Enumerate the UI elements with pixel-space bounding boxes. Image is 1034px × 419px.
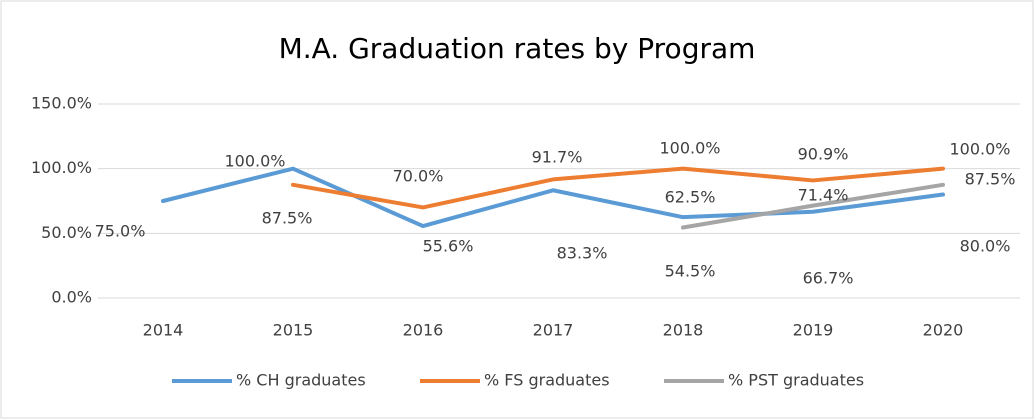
x-tick-label: 2019 (793, 321, 834, 340)
chart-title: M.A. Graduation rates by Program (279, 32, 756, 65)
data-label: 71.4% (798, 186, 849, 205)
data-label: 54.5% (665, 262, 716, 281)
series-line (161, 166, 945, 229)
x-tick-label: 2018 (663, 321, 704, 340)
data-label: 75.0% (95, 222, 146, 241)
legend-label: % CH graduates (236, 371, 366, 390)
y-tick-label: 150.0% (31, 94, 92, 113)
data-label: 100.0% (224, 152, 285, 171)
data-label: 87.5% (965, 170, 1016, 189)
x-tick-label: 2014 (143, 321, 184, 340)
data-label: 70.0% (393, 167, 444, 186)
data-label: 66.7% (803, 269, 854, 288)
legend-label: % FS graduates (484, 371, 610, 390)
x-tick-label: 2017 (533, 321, 574, 340)
data-label: 83.3% (557, 244, 608, 263)
x-tick-label: 2016 (403, 321, 444, 340)
series-line (681, 182, 945, 230)
x-tick-label: 2020 (923, 321, 964, 340)
y-tick-label: 100.0% (31, 158, 92, 177)
data-label: 80.0% (960, 237, 1011, 256)
data-label: 100.0% (949, 140, 1010, 159)
series-line (291, 166, 945, 210)
data-label: 55.6% (423, 237, 474, 256)
data-label: 90.9% (798, 145, 849, 164)
y-tick-label: 50.0% (41, 223, 92, 242)
legend-label: % PST graduates (728, 371, 864, 390)
x-tick-label: 2015 (273, 321, 314, 340)
data-label: 87.5% (262, 209, 313, 228)
data-label: 100.0% (659, 139, 720, 158)
data-label: 91.7% (532, 148, 583, 167)
data-label: 62.5% (665, 188, 716, 207)
y-tick-label: 0.0% (51, 288, 92, 307)
